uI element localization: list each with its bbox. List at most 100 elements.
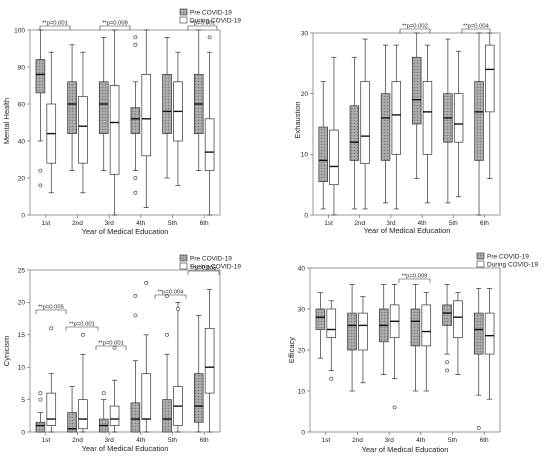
p-value-label: **p=0.005: [38, 305, 64, 311]
significance-bracket: [154, 294, 187, 299]
outlier-point: [144, 281, 149, 285]
y-tick-label: 20: [301, 91, 309, 98]
p-value-label: **p=0.001: [190, 21, 216, 27]
iqr-box: [349, 105, 360, 161]
y-axis-label: Cynicism: [2, 336, 11, 366]
legend: Pre COVID-19 During COVID-19: [179, 254, 241, 271]
iqr-box: [35, 59, 46, 94]
iqr-box: [326, 308, 337, 339]
iqr-box: [109, 85, 120, 175]
significance-annotation: **p=0.008: [99, 21, 131, 30]
x-tick-label: 3rd: [104, 220, 114, 227]
iqr-box: [422, 81, 433, 155]
outlier-point: [445, 360, 449, 365]
outlier-point: [112, 345, 117, 350]
p-value-label: **p=0.008: [102, 21, 128, 27]
legend-label-pre: Pre COVID-19: [487, 254, 529, 261]
box-during-4th: [141, 281, 152, 433]
x-axis-label: Year of Medical Education: [364, 226, 451, 235]
box-pre-4th: [410, 284, 421, 392]
significance-bracket: [187, 270, 220, 275]
significance-bracket: [35, 309, 67, 314]
x-tick-label: 6th: [200, 437, 209, 444]
p-value-label: **p=0.009: [402, 274, 428, 280]
iqr-box: [204, 327, 215, 394]
x-tick-label: 5th: [168, 437, 177, 444]
significance-annotation: **p=0.001: [187, 21, 218, 30]
significance-annotation: **p=0.005: [35, 305, 67, 314]
box-during-3rd: [109, 29, 120, 216]
box-during-2nd: [358, 296, 368, 384]
box-during-5th: [453, 50, 464, 198]
box-during-5th: [453, 292, 463, 375]
significance-annotation: **p=0.001: [95, 341, 127, 350]
significance-bracket: [39, 25, 71, 30]
y-tick-label: 20: [18, 300, 26, 307]
box-during-2nd: [78, 332, 88, 433]
y-tick-label: 40: [18, 138, 26, 145]
x-tick-label: 3rd: [104, 437, 114, 444]
box-during-1st: [326, 300, 337, 381]
iqr-box: [318, 126, 328, 182]
y-tick-label: 40: [298, 265, 306, 272]
panel-exhaustion: Exhaustion Year of Medical Education 0 10…: [293, 24, 501, 235]
significance-bracket: [461, 28, 491, 33]
box-pre-1st: [318, 81, 328, 210]
x-tick-label: 5th: [449, 220, 458, 227]
iqr-box: [421, 304, 432, 347]
box-pre-1st: [315, 292, 326, 359]
box-pre-3rd: [378, 284, 389, 375]
x-tick-label: 2nd: [72, 220, 83, 227]
iqr-box: [391, 81, 401, 155]
legend-swatch-during: [179, 16, 188, 24]
y-tick-label: 0: [21, 212, 25, 219]
panel-efficacy: Efficacy Year of Medical Education Pre C…: [287, 252, 538, 454]
iqr-box: [485, 44, 495, 113]
iqr-box: [315, 308, 326, 330]
iqr-box: [98, 81, 109, 134]
iqr-box: [130, 402, 141, 433]
outlier-point: [165, 332, 169, 337]
outlier-point: [207, 35, 212, 40]
box-during-4th: [421, 292, 432, 392]
p-value-label: **p=0.001: [98, 341, 124, 347]
iqr-box: [67, 81, 77, 134]
legend-swatch-pre: [179, 8, 188, 16]
iqr-box: [358, 312, 368, 351]
iqr-box: [380, 93, 391, 161]
y-tick-label: 80: [18, 64, 26, 71]
legend-label-pre: Pre COVID-19: [190, 10, 232, 17]
outlier-point: [133, 190, 138, 195]
box-pre-3rd: [98, 37, 109, 171]
y-tick-label: 20: [298, 347, 306, 354]
box-pre-5th: [162, 294, 172, 433]
significance-annotation: **p=0.009: [398, 274, 431, 283]
x-axis-label: Year of Medical Education: [362, 445, 449, 454]
y-tick-label: 20: [18, 175, 26, 182]
significance-bracket: [95, 345, 127, 350]
y-tick-label: 60: [18, 101, 26, 108]
y-tick-label: 15: [18, 332, 26, 339]
box-pre-4th: [130, 35, 141, 195]
plot-frame: [29, 29, 221, 216]
box-pre-6th: [473, 288, 484, 430]
significance-bracket: [399, 28, 431, 33]
iqr-box: [347, 312, 357, 351]
iqr-box: [141, 373, 152, 420]
outlier-point: [133, 313, 138, 318]
y-tick-label: 5: [21, 397, 25, 404]
box-during-3rd: [109, 345, 120, 433]
iqr-box: [67, 412, 77, 433]
x-tick-label: 1st: [41, 220, 50, 227]
x-tick-label: 6th: [480, 220, 489, 227]
x-tick-label: 6th: [480, 437, 489, 444]
significance-bracket: [99, 25, 131, 30]
legend-swatch-pre: [179, 254, 188, 262]
legend-label-during: During COVID-19: [487, 262, 538, 269]
box-pre-6th: [193, 315, 204, 433]
box-during-4th: [422, 44, 433, 204]
outlier-point: [38, 183, 43, 188]
x-tick-label: 4th: [136, 437, 145, 444]
legend: Pre COVID-19 During COVID-19: [476, 252, 538, 269]
